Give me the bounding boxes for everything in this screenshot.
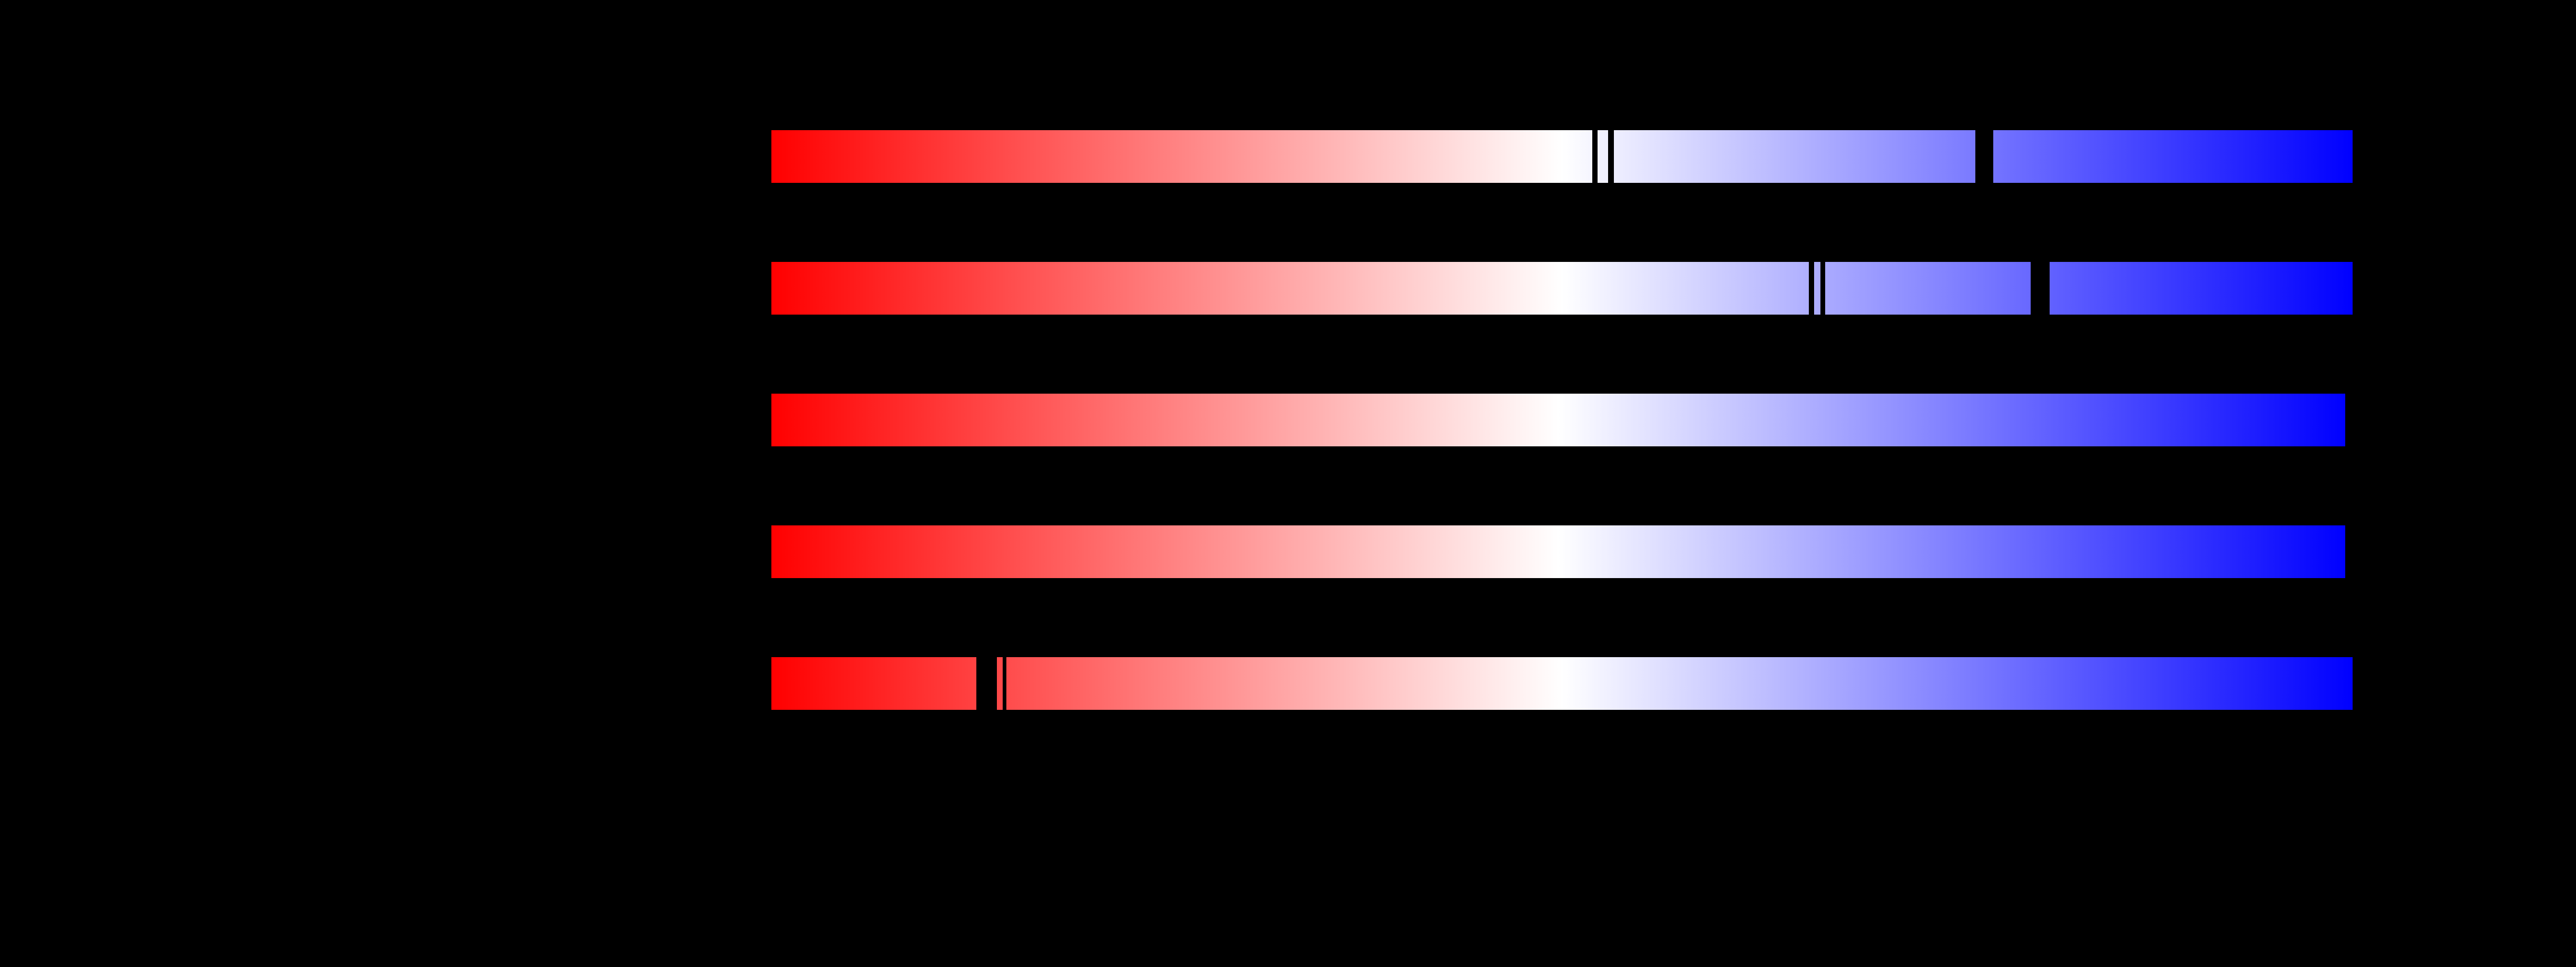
thin-tick-marker — [1003, 657, 1006, 710]
gradient-bar-bar-4 — [771, 525, 2345, 578]
wide-tick-marker — [976, 657, 997, 710]
thin-tick-marker — [1820, 262, 1825, 315]
gradient-bar-bar-5 — [771, 657, 2353, 710]
wide-tick-marker — [2031, 262, 2050, 315]
gradient-bar-bar-2 — [771, 262, 2353, 315]
gradient-bar-bar-1 — [771, 130, 2353, 183]
thin-tick-marker — [1809, 262, 1814, 315]
wide-tick-marker — [1975, 130, 1993, 183]
thin-tick-marker — [1608, 130, 1614, 183]
thin-tick-marker — [1592, 130, 1598, 183]
gradient-bar-bar-3 — [771, 394, 2345, 446]
